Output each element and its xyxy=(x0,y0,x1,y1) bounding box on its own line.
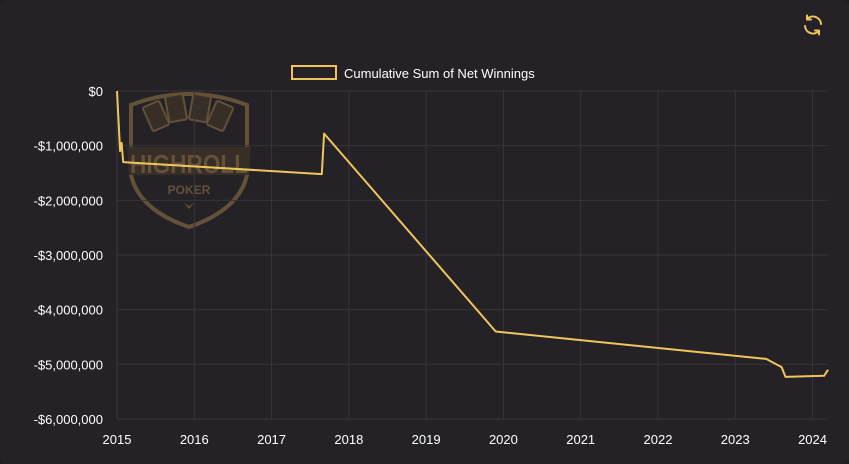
series-group xyxy=(116,90,829,378)
x-tick-label: 2015 xyxy=(103,432,132,447)
y-tick-label: -$4,000,000 xyxy=(34,303,103,318)
y-tick-label: -$3,000,000 xyxy=(34,248,103,263)
legend[interactable]: Cumulative Sum of Net Winnings xyxy=(291,65,535,81)
logo-bottom-text: POKER xyxy=(168,183,211,197)
y-axis: $0 -$1,000,000 -$2,000,000 -$3,000,000 -$4,0… xyxy=(34,84,103,427)
y-tick-label: -$2,000,000 xyxy=(34,193,103,208)
legend-swatch xyxy=(291,65,337,80)
x-tick-label: 2017 xyxy=(257,432,286,447)
refresh-button[interactable] xyxy=(798,10,828,40)
legend-label: Cumulative Sum of Net Winnings xyxy=(344,66,535,81)
y-tick-label: $0 xyxy=(89,84,103,99)
x-tick-label: 2019 xyxy=(412,432,441,447)
x-tick-label: 2024 xyxy=(798,432,827,447)
x-tick-label: 2020 xyxy=(489,432,518,447)
x-tick-label: 2023 xyxy=(721,432,750,447)
x-tick-label: 2022 xyxy=(644,432,673,447)
x-axis: 2015 2016 2017 2018 2019 2020 2021 2022 2023 2024 xyxy=(103,432,827,447)
y-tick-label: -$6,000,000 xyxy=(34,412,103,427)
highroll-poker-logo: HIGHROLL POKER xyxy=(127,92,251,230)
refresh-icon xyxy=(804,14,822,36)
series-line[interactable] xyxy=(116,90,829,378)
x-tick-label: 2018 xyxy=(334,432,363,447)
x-tick-label: 2016 xyxy=(180,432,209,447)
x-tick-label: 2021 xyxy=(566,432,595,447)
y-tick-label: -$1,000,000 xyxy=(34,139,103,154)
grid xyxy=(116,90,828,420)
y-tick-label: -$5,000,000 xyxy=(34,357,103,372)
